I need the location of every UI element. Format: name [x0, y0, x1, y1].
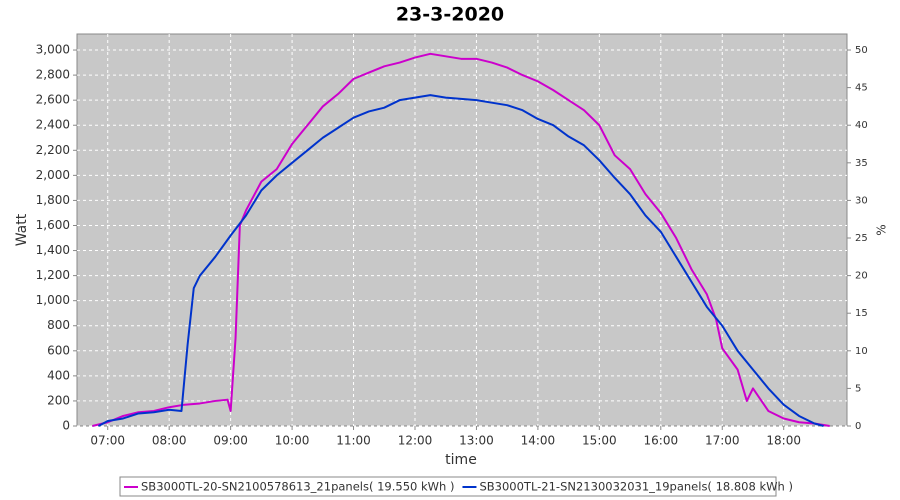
x-tick-label: 10:00 — [275, 434, 310, 448]
x-tick-label: 16:00 — [644, 434, 679, 448]
legend-label: SB3000TL-21-SN2130032031_19panels( 18.80… — [479, 480, 792, 494]
y-tick-label: 1,200 — [36, 268, 70, 282]
chart-title: 23-3-2020 — [396, 4, 504, 26]
y2-tick-label: 10 — [855, 346, 868, 357]
y2-tick-label: 0 — [855, 421, 861, 432]
y-tick-label: 1,800 — [36, 193, 70, 207]
line-series — [98, 94, 824, 427]
x-tick-label: 13:00 — [459, 434, 494, 448]
y-tick-label: 2,200 — [36, 143, 70, 157]
y-tick-label: 3,000 — [36, 43, 70, 57]
y-tick-label: 600 — [47, 343, 70, 357]
x-tick-label: 12:00 — [398, 434, 433, 448]
y2-tick-label: 45 — [855, 83, 868, 94]
x-tick-label: 14:00 — [521, 434, 556, 448]
line-series — [92, 52, 830, 427]
y-tick-label: 800 — [47, 318, 70, 332]
y-tick-label: 1,000 — [36, 293, 70, 307]
x-tick-label: 15:00 — [582, 434, 617, 448]
legend — [119, 476, 777, 497]
y2-tick-label: 35 — [855, 158, 868, 169]
y-axis-label: Watt — [14, 213, 30, 246]
y2-tick-label: 30 — [855, 195, 868, 206]
plot-area — [76, 33, 848, 427]
x-axis-label: time — [445, 452, 477, 468]
y-tick-label: 2,600 — [36, 93, 70, 107]
y2-tick-label: 25 — [855, 233, 868, 244]
x-tick-label: 07:00 — [90, 434, 125, 448]
legend-label: SB3000TL-20-SN2100578613_21panels( 19.55… — [141, 480, 454, 494]
y-tick-label: 1,600 — [36, 218, 70, 232]
x-tick-label: 11:00 — [336, 434, 371, 448]
y2-axis-label: % — [875, 224, 889, 235]
x-tick-label: 08:00 — [152, 434, 187, 448]
x-tick-label: 17:00 — [705, 434, 740, 448]
y-tick-label: 1,400 — [36, 243, 70, 257]
y-tick-label: 200 — [47, 393, 70, 407]
y-tick-label: 2,000 — [36, 168, 70, 182]
y2-tick-label: 15 — [855, 308, 868, 319]
y2-tick-label: 50 — [855, 45, 868, 56]
y-tick-label: 2,400 — [36, 118, 70, 132]
y2-tick-label: 40 — [855, 120, 868, 131]
x-tick-label: 18:00 — [766, 434, 801, 448]
y2-tick-label: 5 — [855, 383, 861, 394]
y-tick-label: 0 — [62, 419, 70, 433]
y2-tick-label: 20 — [855, 271, 868, 282]
y-tick-label: 2,800 — [36, 68, 70, 82]
x-tick-label: 09:00 — [213, 434, 248, 448]
y-tick-label: 400 — [47, 368, 70, 382]
